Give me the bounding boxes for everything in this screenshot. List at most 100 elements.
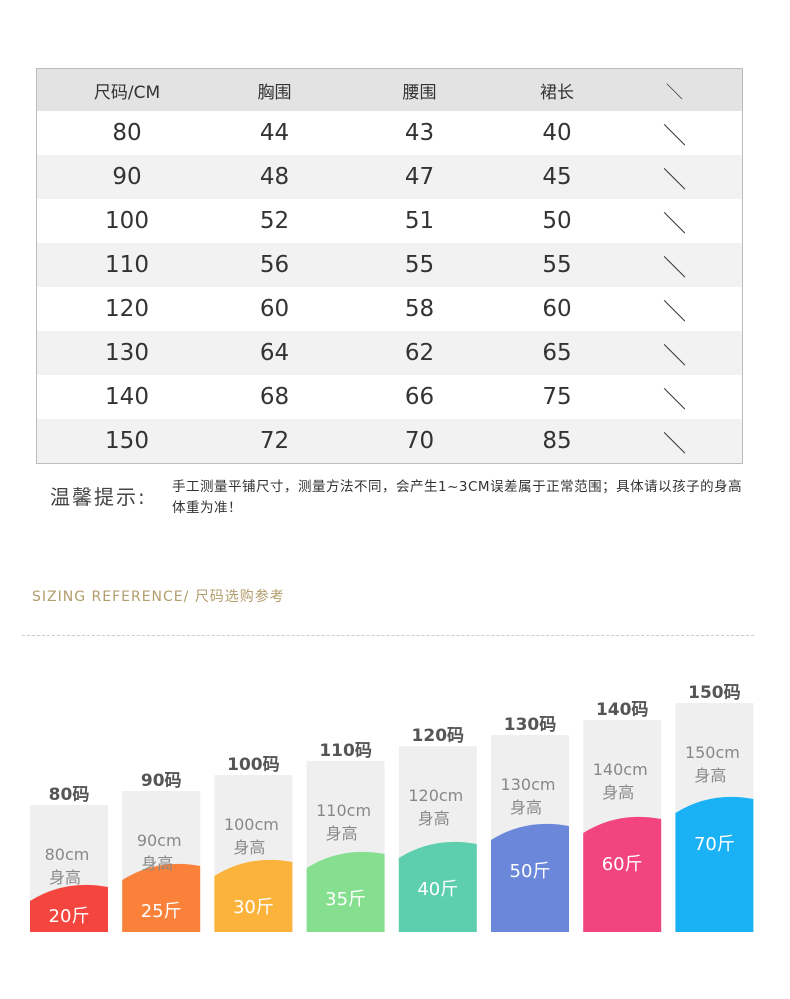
table-row: 尺码/CM 胸围 腰围 裙长 ＼ [36, 68, 743, 111]
table-cell: 52 [259, 208, 290, 234]
reference-graphic: 80码 80cm 身高 20斤 90码 90cm 身高 25斤 100码 100cm 身高 30斤 11… [30, 683, 754, 932]
size-label: 90码 [141, 771, 182, 791]
table-cell: 60 [259, 296, 290, 322]
reference-title: SIZING REFERENCE/ 尺码选购参考 [32, 589, 285, 605]
table-cell: 45 [507, 155, 607, 199]
weight-value: 30斤 [233, 897, 274, 918]
weight-wave [675, 796, 754, 932]
table-cell: 72 [217, 419, 332, 464]
weight-value: 70斤 [694, 834, 735, 855]
weight-value: 25斤 [141, 901, 182, 922]
table-row: 110 56 55 55 ＼ [36, 243, 743, 287]
table-cell: ＼ [663, 211, 686, 237]
weight-value: 20斤 [49, 906, 90, 927]
size-label: 100码 [227, 755, 280, 775]
table-row: 150 72 70 85 ＼ [36, 419, 743, 464]
height-label: 身高 [602, 783, 634, 802]
weight-wave [214, 859, 293, 932]
table-cell: 70 [332, 419, 507, 464]
table-cell: 100 [105, 208, 149, 234]
weight-value: 35斤 [325, 889, 366, 910]
table-cell: 130 [36, 331, 217, 375]
weight-value: 60斤 [602, 854, 643, 875]
size-label: 130码 [504, 715, 557, 735]
table-row: 90 48 47 45 ＼ [36, 155, 743, 199]
table-cell: 55 [332, 243, 507, 287]
height-label: 身高 [326, 824, 358, 843]
size-label: 80码 [49, 785, 90, 805]
table-cell: ＼ [663, 123, 686, 149]
table-cell: 裙长 [507, 68, 607, 111]
weight-wave [491, 823, 569, 932]
table-cell: 40 [542, 120, 572, 146]
height-value: 100cm [224, 815, 279, 834]
height-label: 身高 [233, 838, 265, 857]
table-cell: 120 [105, 296, 149, 322]
table-cell: ＼ [607, 155, 743, 199]
table-cell: 55 [507, 243, 607, 287]
table-row: 120 60 58 60 ＼ [37, 287, 743, 331]
table-cell: 62 [332, 331, 507, 375]
table-row: 100 52 51 50 ＼ [37, 199, 743, 243]
height-value: 110cm [316, 801, 371, 820]
size-table: 尺码/CM 胸围 腰围 裙长 ＼ 80 44 43 40 ＼ 90 48 47 45 ＼ 100 52 51 50 ＼… [36, 68, 743, 464]
size-label: 120码 [412, 726, 465, 746]
weight-wave [398, 841, 477, 932]
table-cell: 50 [542, 208, 572, 234]
table-cell: 58 [404, 296, 435, 322]
size-label: 140码 [596, 700, 649, 720]
weight-wave [583, 816, 662, 932]
height-value: 80cm [45, 845, 90, 864]
height-value: 140cm [593, 760, 648, 779]
height-label: 身高 [418, 809, 450, 828]
height-label: 身高 [694, 766, 726, 785]
table-cell: 85 [507, 419, 607, 464]
table-cell: 140 [105, 384, 149, 410]
table-cell: ＼ [607, 331, 743, 375]
note-text: 手工测量平铺尺寸，测量方法不同，会产生1~3CM误差属于正常范围；具体请以孩子的… [172, 479, 743, 516]
table-cell: 65 [507, 331, 607, 375]
table-row: 80 44 43 40 ＼ [37, 111, 743, 155]
table-cell: 43 [404, 120, 435, 146]
height-label: 身高 [49, 868, 81, 887]
weight-wave [306, 851, 385, 932]
divider [22, 635, 754, 636]
table-cell: 腰围 [332, 68, 507, 111]
table-cell: 56 [217, 243, 332, 287]
table-cell: 90 [36, 155, 217, 199]
height-value: 120cm [408, 786, 463, 805]
size-label: 150码 [688, 683, 741, 703]
table-cell: 51 [404, 208, 435, 234]
table-cell: ＼ [663, 387, 686, 413]
height-value: 150cm [685, 743, 740, 762]
table-cell: ＼ [607, 419, 743, 464]
table-cell: 75 [542, 384, 572, 410]
weight-wave [30, 884, 108, 932]
size-label: 110码 [319, 741, 372, 761]
weight-value: 50斤 [510, 861, 551, 882]
table-cell: 66 [404, 384, 435, 410]
table-cell: 48 [217, 155, 332, 199]
table-cell: 60 [542, 296, 572, 322]
table-cell: 68 [259, 384, 290, 410]
table-cell: 胸围 [217, 68, 332, 111]
note-label: 温馨提示: [50, 485, 147, 509]
table-cell: ＼ [607, 68, 743, 111]
table-row: 140 68 66 75 ＼ [37, 375, 743, 419]
table-cell: 150 [36, 419, 217, 464]
height-value: 90cm [137, 831, 182, 850]
table-cell: 80 [112, 120, 142, 146]
table-row: 130 64 62 65 ＼ [36, 331, 743, 375]
table-cell: 47 [332, 155, 507, 199]
table-cell: 44 [259, 120, 290, 146]
table-cell: ＼ [663, 299, 686, 325]
height-value: 130cm [501, 775, 556, 794]
height-label: 身高 [141, 854, 173, 873]
weight-value: 40斤 [417, 879, 458, 900]
table-cell: 尺码/CM [36, 68, 217, 111]
table-cell: 64 [217, 331, 332, 375]
weight-wave [122, 863, 201, 932]
table-cell: ＼ [607, 243, 743, 287]
table-cell: 110 [36, 243, 217, 287]
